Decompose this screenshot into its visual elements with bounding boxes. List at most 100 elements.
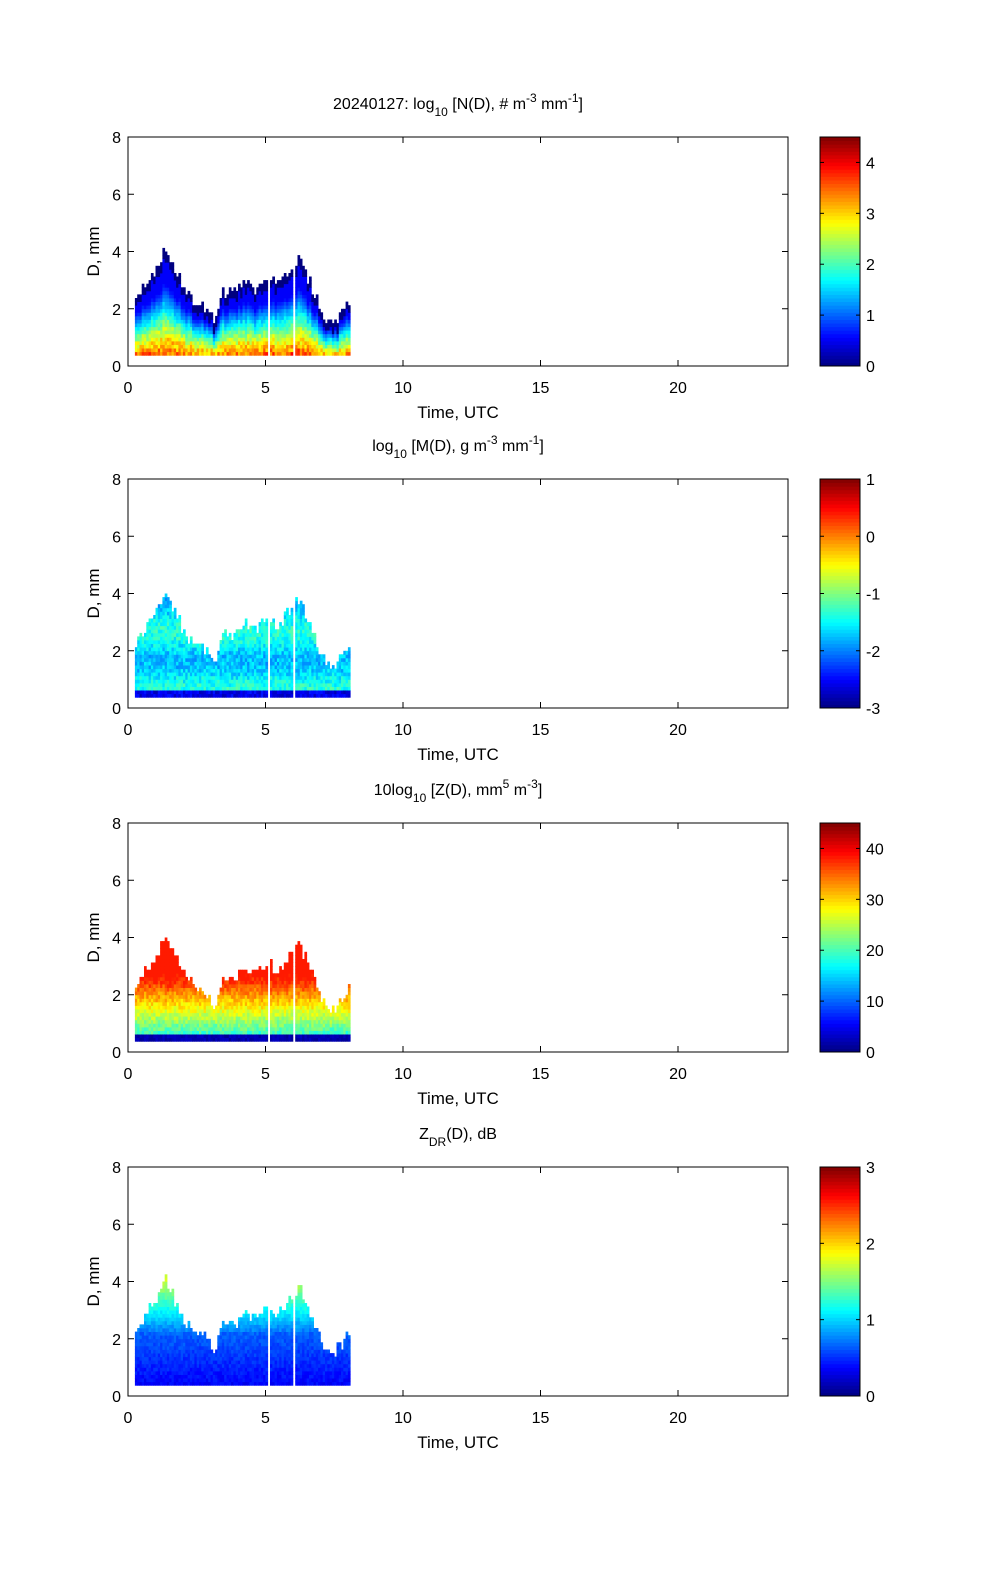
heatmap-cell	[173, 693, 177, 698]
heatmap-cell	[169, 269, 172, 274]
heatmap-cell	[254, 654, 257, 659]
heatmap-cell	[281, 994, 285, 999]
heatmap-cell	[176, 640, 179, 644]
heatmap-cell	[242, 683, 246, 687]
heatmap-cell	[265, 650, 269, 655]
heatmap-cell	[242, 668, 246, 673]
heatmap-cell	[320, 665, 324, 670]
heatmap-cell	[141, 351, 145, 356]
heatmap-cell	[164, 675, 168, 680]
heatmap-cell	[219, 351, 223, 356]
heatmap-cell	[286, 276, 289, 281]
heatmap-cell	[270, 625, 273, 630]
heatmap-cell	[187, 683, 191, 687]
heatmap-cell	[148, 319, 152, 324]
heatmap-cell	[217, 337, 220, 342]
heatmap-cell	[288, 618, 292, 623]
heatmap-cell	[137, 1012, 140, 1017]
heatmap-cell	[176, 962, 179, 967]
heatmap-cell	[306, 283, 310, 288]
heatmap-cell	[242, 1027, 246, 1031]
heatmap-cell	[221, 640, 225, 644]
heatmap-cell	[226, 665, 230, 670]
heatmap-cell	[240, 333, 243, 338]
heatmap-cell	[288, 1019, 292, 1024]
heatmap-cell	[272, 994, 275, 999]
heatmap-cell	[343, 330, 346, 335]
heatmap-cell	[272, 622, 275, 627]
heatmap-cell	[334, 683, 337, 687]
heatmap-cell	[219, 330, 223, 335]
heatmap-cell	[134, 315, 138, 320]
heatmap-cell	[295, 693, 298, 698]
heatmap-cell	[251, 672, 255, 677]
heatmap-cell	[233, 632, 237, 637]
heatmap-cell	[166, 294, 170, 299]
heatmap-cell	[329, 690, 333, 695]
heatmap-cell	[286, 675, 289, 680]
heatmap-cell	[256, 1019, 259, 1024]
heatmap-cell	[196, 994, 200, 999]
heatmap-cell	[226, 640, 230, 644]
heatmap-cell	[247, 661, 250, 666]
heatmap-cell	[166, 308, 170, 313]
heatmap-cell	[295, 1034, 298, 1039]
heatmap-cell	[141, 994, 145, 999]
heatmap-cell	[242, 640, 246, 644]
heatmap-cell	[270, 341, 273, 345]
heatmap-cell	[148, 1034, 152, 1039]
heatmap-cell	[228, 686, 232, 691]
heatmap-cell	[279, 280, 282, 285]
heatmap-cell	[134, 348, 138, 353]
heatmap-cell	[325, 341, 328, 345]
heatmap-cell	[244, 1037, 248, 1042]
colorbar-step	[820, 312, 860, 317]
heatmap-cell	[254, 344, 257, 349]
heatmap-cell	[162, 622, 166, 627]
heatmap-cell	[247, 675, 250, 680]
heatmap-cell	[208, 693, 211, 698]
heatmap-cell	[176, 1005, 179, 1010]
heatmap-cell	[199, 351, 202, 356]
heatmap-cell	[162, 348, 166, 353]
heatmap-cell	[297, 283, 301, 288]
heatmap-cell	[256, 657, 259, 662]
heatmap-cell	[162, 650, 166, 655]
heatmap-cell	[320, 326, 324, 331]
heatmap-cell	[281, 315, 285, 320]
heatmap-cell	[199, 650, 202, 655]
heatmap-cell	[185, 330, 188, 335]
heatmap-cell	[313, 330, 317, 335]
heatmap-cell	[260, 1034, 264, 1039]
heatmap-cell	[164, 966, 168, 971]
heatmap-cell	[249, 1005, 253, 1010]
heatmap-cell	[270, 1023, 273, 1028]
heatmap-cell	[322, 337, 326, 342]
heatmap-cell	[155, 690, 159, 695]
heatmap-cell	[166, 657, 170, 662]
heatmap-cell	[286, 654, 289, 659]
heatmap-cell	[171, 341, 175, 345]
heatmap-cell	[295, 615, 298, 619]
heatmap-cell	[160, 1030, 163, 1035]
heatmap-cell	[155, 675, 159, 680]
heatmap-cell	[164, 969, 168, 974]
heatmap-cell	[325, 675, 328, 680]
heatmap-cell	[176, 298, 179, 302]
heatmap-cell	[169, 283, 172, 288]
heatmap-cell	[164, 604, 168, 609]
heatmap-cell	[315, 337, 319, 342]
heatmap-cell	[288, 341, 292, 345]
heatmap-cell	[205, 1005, 209, 1010]
heatmap-cell	[173, 323, 177, 328]
heatmap-cell	[338, 323, 342, 328]
heatmap-cell	[224, 326, 227, 331]
heatmap-cell	[226, 998, 230, 1003]
heatmap-cell	[256, 650, 259, 655]
heatmap-cell	[302, 323, 305, 328]
heatmap-cell	[219, 1005, 223, 1010]
heatmap-cell	[281, 290, 285, 295]
heatmap-cell	[283, 994, 287, 999]
heatmap-cell	[235, 665, 239, 670]
heatmap-cell	[302, 315, 305, 320]
